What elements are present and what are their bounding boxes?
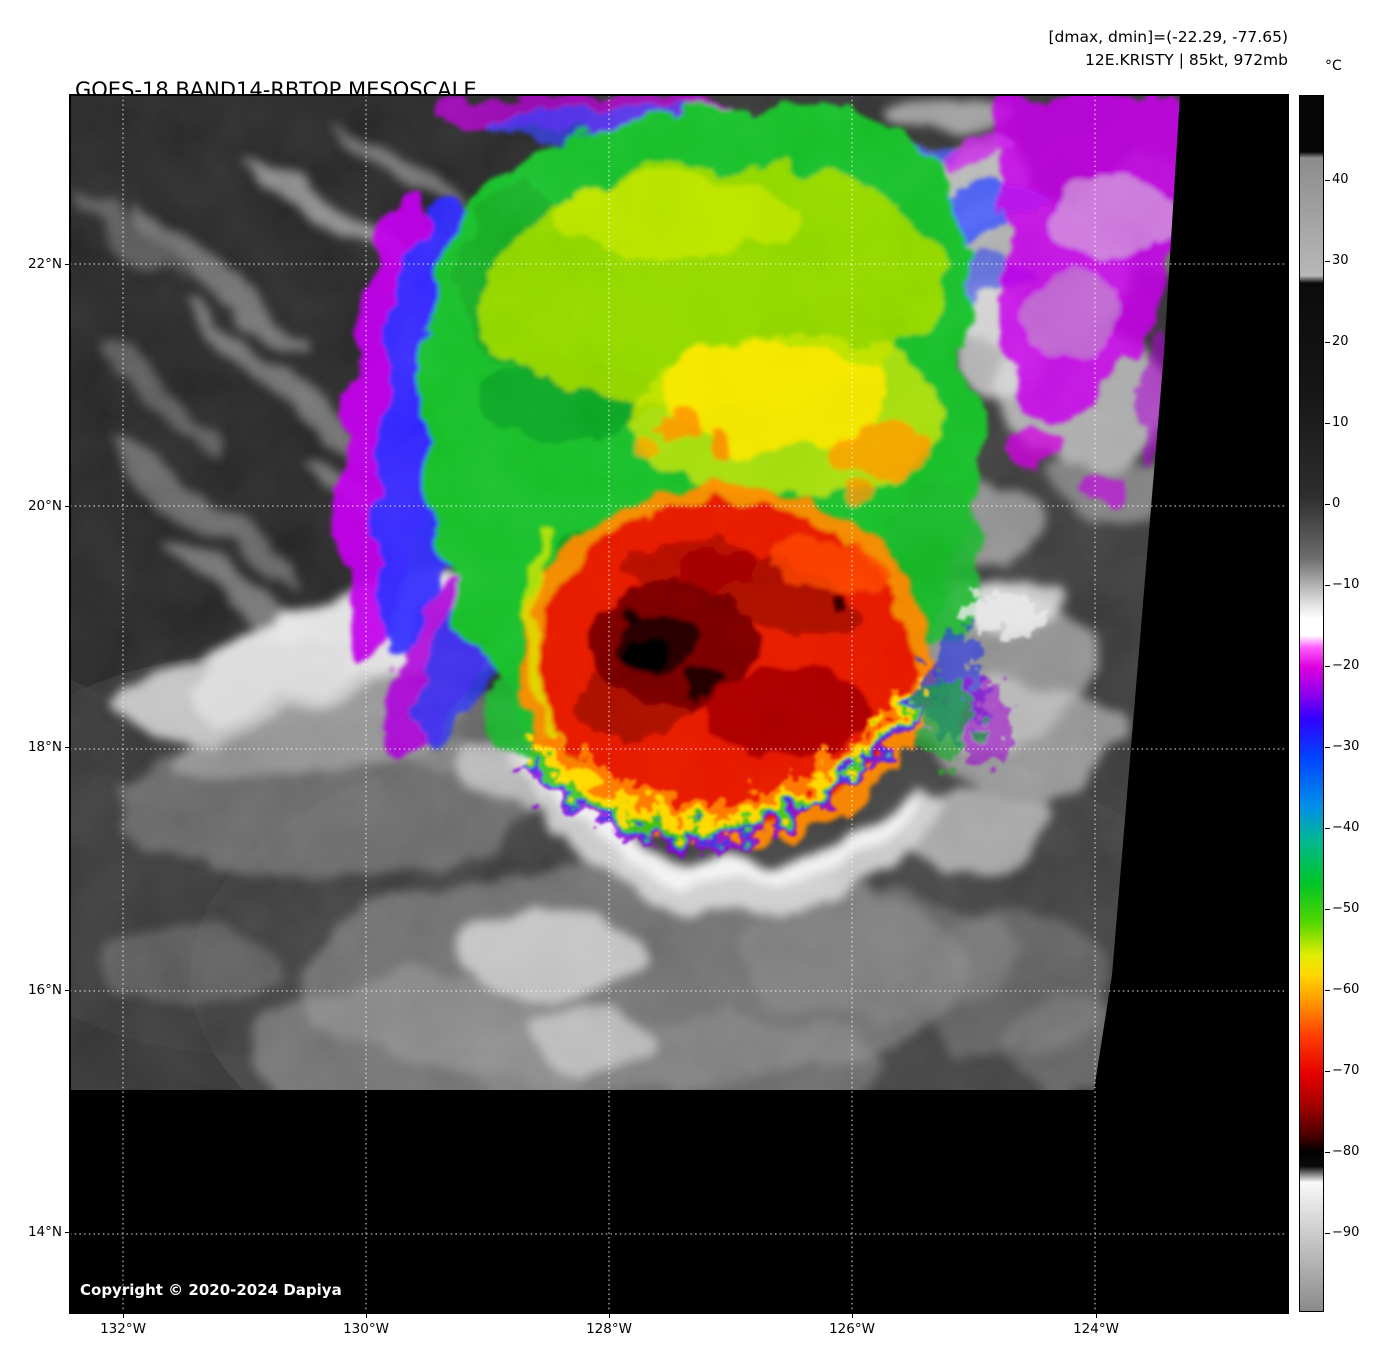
colorbar-tick-label: −50 bbox=[1325, 900, 1378, 918]
lon-tick-label: 132°W bbox=[78, 1313, 168, 1338]
colorbar-tick-label: 20 bbox=[1325, 333, 1378, 351]
gridlines bbox=[70, 95, 1288, 1313]
storm-info-label: 12E.KRISTY | 85kt, 972mb bbox=[1085, 51, 1288, 69]
lat-tick-label: 22°N bbox=[0, 255, 70, 273]
texture-overlay bbox=[70, 95, 1288, 1100]
colorbar bbox=[1299, 95, 1324, 1312]
black-fill-region bbox=[70, 95, 1288, 1313]
colorbar-tick-label: −40 bbox=[1325, 819, 1378, 837]
colorbar-tick-label: −30 bbox=[1325, 738, 1378, 756]
lon-tick-label: 128°W bbox=[564, 1313, 654, 1338]
lon-tick-label: 130°W bbox=[321, 1313, 411, 1338]
colorbar-gradient bbox=[1300, 96, 1323, 1311]
map-frame bbox=[70, 95, 1288, 1313]
colorbar-tick-label: 40 bbox=[1325, 171, 1378, 189]
header-right-block: [dmax, dmin]=(-22.29, -77.65) 12E.KRISTY… bbox=[800, 26, 1289, 72]
colorbar-tick-label: −70 bbox=[1325, 1062, 1378, 1080]
satellite-map: Copyright © 2020-2024 Dapiya bbox=[69, 94, 1289, 1314]
colorbar-tick-label: −60 bbox=[1325, 981, 1378, 999]
colorbar-tick-label: 30 bbox=[1325, 252, 1378, 270]
colorbar-tick-label: −80 bbox=[1325, 1143, 1378, 1161]
colorbar-tick-label: 10 bbox=[1325, 414, 1378, 432]
colorbar-tick-label: −20 bbox=[1325, 657, 1378, 675]
copyright-label: Copyright © 2020-2024 Dapiya bbox=[80, 1281, 342, 1299]
colorbar-unit-label: °C bbox=[1325, 58, 1342, 74]
colorbar-tick-label: −10 bbox=[1325, 576, 1378, 594]
lon-tick-label: 124°W bbox=[1051, 1313, 1141, 1338]
colorbar-tick-label: 0 bbox=[1325, 495, 1378, 513]
lon-tick-label: 126°W bbox=[807, 1313, 897, 1338]
lat-tick-label: 14°N bbox=[0, 1223, 70, 1241]
colorbar-tick-label: −90 bbox=[1325, 1224, 1378, 1242]
figure-title: GOES-18 BAND14-RBTOP MESOSCALE bbox=[75, 78, 477, 102]
storm-visualization bbox=[70, 95, 1288, 1313]
lat-tick-label: 16°N bbox=[0, 981, 70, 999]
lat-tick-label: 20°N bbox=[0, 497, 70, 515]
lat-tick-label: 18°N bbox=[0, 738, 70, 756]
dmax-dmin-label: [dmax, dmin]=(-22.29, -77.65) bbox=[1048, 28, 1289, 46]
